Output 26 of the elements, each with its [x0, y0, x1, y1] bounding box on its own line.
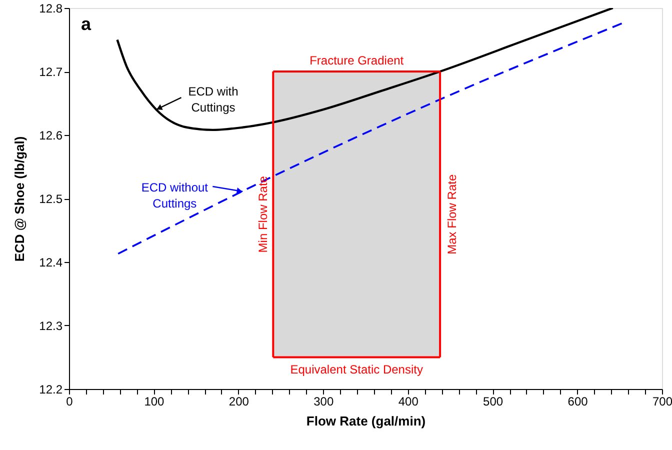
y-tick-label: 12.3 — [39, 319, 63, 333]
x-tick-label: 500 — [483, 394, 504, 408]
y-tick-label: 12.7 — [39, 65, 63, 79]
x-tick-label: 0 — [66, 394, 74, 408]
x-tick-label: 100 — [144, 394, 165, 408]
y-tick-label: 12.5 — [39, 192, 63, 206]
y-tick-label: 12.6 — [39, 128, 63, 142]
line-series — [117, 22, 625, 255]
x-tick-label: 700 — [652, 394, 672, 408]
annotation: ECD with Cuttings — [188, 84, 238, 115]
ref-line-label: Max Flow Rate — [445, 174, 460, 254]
ref-line-label: Min Flow Rate — [256, 176, 270, 253]
x-tick-label: 200 — [228, 394, 250, 408]
annotation: ECD without Cuttings — [141, 180, 209, 211]
y-axis-title: ECD @ Shoe (lb/gal) — [12, 136, 28, 262]
x-tick-label: 400 — [398, 394, 419, 408]
x-tick-label: 300 — [314, 394, 334, 408]
ref-line-label: Equivalent Static Density — [290, 362, 423, 376]
ref-line-label: Fracture Gradient — [310, 54, 404, 68]
annotation: a — [81, 14, 92, 34]
x-axis-title: Flow Rate (gal/min) — [306, 414, 426, 428]
line-series — [116, 8, 614, 132]
y-tick-label: 12.8 — [39, 2, 63, 16]
x-tick-label: 600 — [568, 394, 588, 408]
y-tick-label: 12.4 — [39, 256, 63, 270]
y-tick-label: 12.2 — [39, 382, 63, 396]
